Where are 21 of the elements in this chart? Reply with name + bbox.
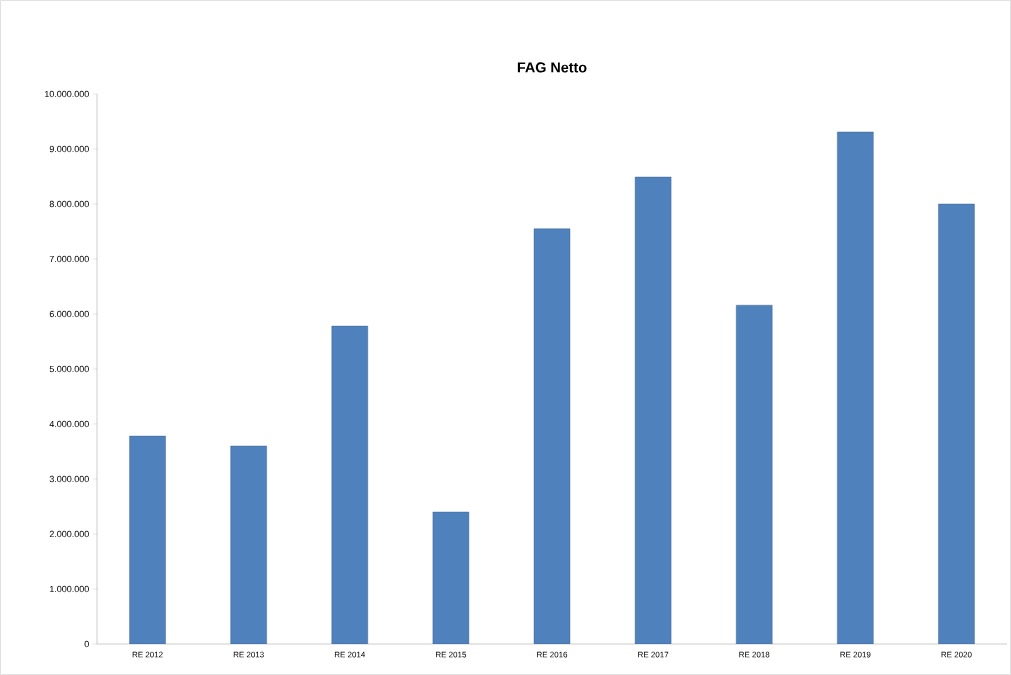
bar <box>129 435 166 644</box>
bar <box>533 228 571 644</box>
y-tick-label: 1.000.000 <box>50 585 89 593</box>
y-tick-label: 3.000.000 <box>49 475 89 483</box>
y-tick-label: 2.000.000 <box>49 530 89 538</box>
y-tick-label: 10.000.000 <box>45 90 89 98</box>
bar <box>736 305 773 644</box>
y-tick-label: 6.000.000 <box>49 310 89 318</box>
y-tick-label: 4.000.000 <box>49 420 89 428</box>
bar <box>230 445 267 644</box>
bar <box>837 131 874 644</box>
bar <box>331 325 368 644</box>
bar <box>432 511 470 644</box>
bar <box>938 203 975 644</box>
chart-title: FAG Netto <box>517 62 587 73</box>
y-tick-label: 9.000.000 <box>49 145 89 153</box>
y-tick-label: 0 <box>84 640 89 648</box>
y-tick-label: 5.000.000 <box>49 365 89 373</box>
y-tick-label: 8.000.000 <box>49 200 89 208</box>
bar <box>634 176 672 644</box>
y-tick-label: 7.000.000 <box>49 255 89 263</box>
